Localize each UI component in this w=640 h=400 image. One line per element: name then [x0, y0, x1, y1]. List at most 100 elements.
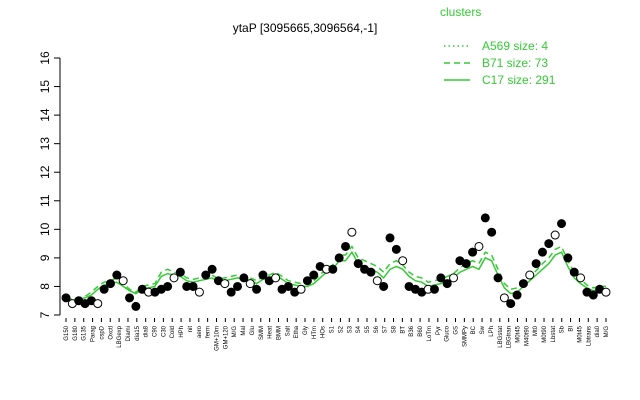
- y-tick-label: 16: [38, 51, 52, 65]
- data-point: [550, 230, 560, 240]
- x-tick-label: HPh: [179, 326, 185, 338]
- chart-title: ytaP [3095665,3096564,-1]: [233, 21, 378, 35]
- data-point: [518, 279, 528, 289]
- x-tick-label: Glu: [250, 326, 256, 335]
- x-tick-label: SMM: [259, 326, 265, 340]
- data-point: [233, 281, 243, 291]
- x-tick-label: M0t45: [515, 325, 521, 342]
- data-point: [449, 273, 459, 283]
- data-point: [474, 241, 484, 251]
- data-point: [61, 293, 71, 303]
- data-point: [99, 284, 109, 294]
- data-point: [601, 287, 611, 297]
- legend-title: clusters: [440, 5, 481, 19]
- legend-entry-b71: B71 size: 73: [482, 56, 548, 70]
- data-point: [576, 273, 586, 283]
- data-point: [442, 279, 452, 289]
- legend: clusters A569 size: 4 B71 size: 73 C17 s…: [440, 5, 556, 87]
- x-tick-label: BC: [471, 325, 477, 334]
- data-point: [201, 270, 211, 280]
- x-tick-label: Etha: [294, 325, 300, 338]
- x-tick-label: M/G: [604, 326, 610, 338]
- x-tick-label: M0t45: [577, 325, 583, 342]
- x-tick-label: LoTm: [427, 326, 433, 341]
- data-point: [239, 273, 249, 283]
- data-point: [220, 279, 230, 289]
- x-tick-label: LPh: [489, 326, 495, 337]
- data-point: [131, 301, 141, 311]
- data-points: [61, 213, 611, 311]
- data-point: [258, 270, 268, 280]
- data-point: [207, 264, 217, 274]
- data-point: [334, 253, 344, 263]
- x-tick-label: dia15: [135, 325, 141, 340]
- x-tick-label: M/G: [232, 326, 238, 338]
- legend-entry-a569: A569 size: 4: [482, 39, 548, 53]
- y-tick-label: 10: [38, 222, 52, 236]
- data-point: [245, 279, 255, 289]
- data-point: [391, 244, 401, 254]
- x-tick-label: S7: [383, 325, 389, 333]
- data-point: [436, 273, 446, 283]
- x-tick-label: Sb: [560, 325, 566, 333]
- x-tick-label: BT: [400, 326, 406, 334]
- x-tick-label: G150: [64, 325, 70, 340]
- y-tick-label: 13: [38, 137, 52, 151]
- data-point: [283, 281, 293, 291]
- x-tick-label: dia8: [144, 325, 150, 337]
- x-tick-label: Diami: [126, 326, 132, 341]
- data-point: [271, 273, 281, 283]
- x-tick-label: Mt0: [533, 325, 539, 336]
- x-tick-label: HTm: [312, 326, 318, 339]
- x-axis-ticks: G150 G180 G135 Parag cspD Oxctl LBGexp Diami dia…: [64, 318, 610, 351]
- x-tick-label: G180: [73, 325, 79, 340]
- data-point: [398, 256, 408, 266]
- x-tick-label: GS: [454, 326, 460, 335]
- data-point: [302, 276, 312, 286]
- x-tick-label: LBGstat: [498, 326, 504, 348]
- data-point: [493, 273, 503, 283]
- data-point: [480, 213, 490, 223]
- x-tick-label: BI: [569, 326, 575, 332]
- x-tick-label: SMMPy: [462, 326, 468, 347]
- x-tick-label: B60: [418, 325, 424, 336]
- x-tick-label: S2: [338, 325, 344, 333]
- x-tick-label: Sw: [480, 325, 486, 334]
- x-tick-label: Salt: [285, 326, 291, 337]
- y-tick-label: 7: [38, 311, 52, 318]
- x-tick-label: Lbstat: [551, 326, 557, 343]
- data-point: [569, 267, 579, 277]
- x-tick-label: M40t90: [524, 325, 530, 346]
- data-point: [366, 267, 376, 277]
- y-tick-label: 11: [38, 194, 52, 207]
- x-tick-label: ferm: [206, 326, 212, 338]
- data-point: [531, 259, 541, 269]
- data-point: [309, 270, 319, 280]
- data-point: [487, 227, 497, 237]
- x-tick-label: Parag: [91, 326, 97, 342]
- data-point: [328, 264, 338, 274]
- data-point: [385, 233, 395, 243]
- x-tick-label: Pyr: [436, 326, 442, 335]
- x-tick-label: S8: [392, 325, 398, 333]
- x-tick-label: aero: [197, 325, 203, 338]
- data-point: [588, 290, 598, 300]
- x-tick-label: G135: [82, 325, 88, 340]
- x-tick-label: LBGexp: [117, 325, 123, 347]
- x-tick-label: cspD: [99, 325, 105, 339]
- data-point: [93, 299, 103, 309]
- data-point: [226, 287, 236, 297]
- data-point: [537, 247, 547, 257]
- x-tick-label: Gly: [303, 326, 309, 335]
- data-point: [499, 293, 509, 303]
- data-point: [112, 270, 122, 280]
- data-point: [347, 227, 357, 237]
- data-point: [372, 276, 382, 286]
- data-point: [341, 241, 351, 251]
- legend-entry-c17: C17 size: 291: [482, 73, 556, 87]
- x-tick-label: Lbtrans: [586, 326, 592, 346]
- y-axis-ticks: 7 8 9 10 11 12 13 14 15 16: [38, 51, 60, 318]
- y-tick-label: 9: [38, 254, 52, 261]
- data-point: [118, 276, 128, 286]
